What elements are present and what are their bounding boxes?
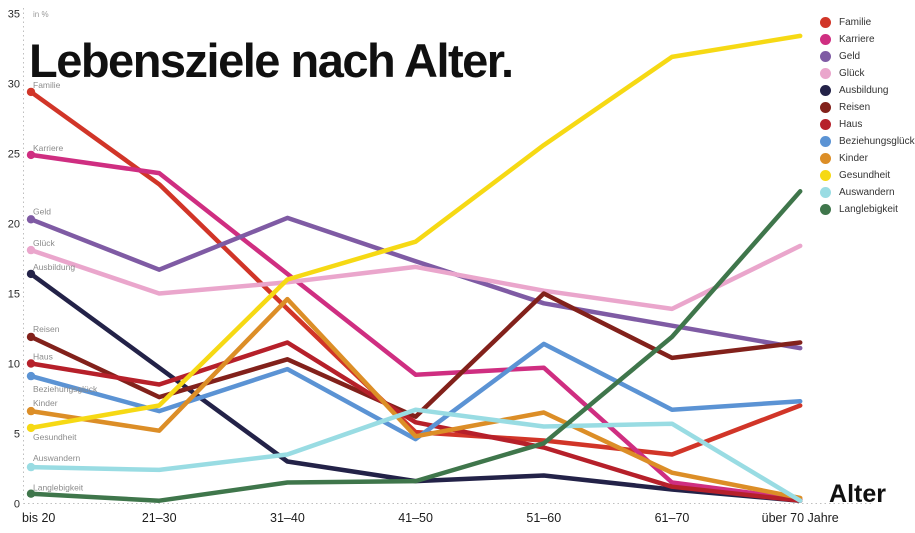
legend-swatch-reisen <box>820 102 831 113</box>
y-tick-label-0: 0 <box>14 499 20 511</box>
legend-swatch-haus <box>820 119 831 130</box>
series-label-haus: Haus <box>33 352 53 362</box>
legend-item-gluck: Glück <box>820 65 915 82</box>
legend-swatch-geld <box>820 51 831 62</box>
series-start-dot-karriere <box>26 150 36 160</box>
series-start-dot-kinder <box>26 406 36 416</box>
x-tick-label-bis-20: bis 20 <box>22 511 55 525</box>
series-label-ausbildung: Ausbildung <box>33 262 75 272</box>
x-tick-label-21-30: 21–30 <box>142 511 177 525</box>
legend-item-auswandern: Auswandern <box>820 184 915 201</box>
series-label-gesundheit: Gesundheit <box>33 432 77 442</box>
series-start-dot-haus <box>26 359 36 368</box>
series-start-dot-familie <box>26 87 36 97</box>
legend-swatch-auswandern <box>820 187 831 198</box>
y-tick-label-10: 10 <box>8 359 20 371</box>
series-label-auswandern: Auswandern <box>33 453 81 463</box>
series-line-karriere <box>28 152 803 502</box>
series-start-dot-geld <box>26 215 36 224</box>
legend-item-familie: Familie <box>820 14 915 31</box>
legend-item-gesundheit: Gesundheit <box>820 167 915 184</box>
legend-swatch-familie <box>820 17 831 28</box>
series-start-dot-reisen <box>26 332 36 342</box>
legend-item-haus: Haus <box>820 116 915 133</box>
y-tick-label-30: 30 <box>8 79 20 91</box>
series-start-dots <box>26 87 36 498</box>
legend-swatch-langlebigkeit <box>820 204 831 215</box>
series-line-langlebigkeit <box>28 189 803 503</box>
series-start-labels: Familie Karriere Geld Glück Ausbildung Reisen… <box>33 80 98 493</box>
series-line-gluck <box>28 243 803 312</box>
series-label-karriere: Karriere <box>33 143 64 153</box>
legend-label-haus: Haus <box>839 119 863 130</box>
series-label-reisen: Reisen <box>33 324 60 334</box>
legend: Familie Karriere Geld Glück Ausbildung Reisen… <box>820 14 915 218</box>
x-tick-label-51-60: 51–60 <box>526 511 561 525</box>
series-line-kinder <box>28 296 803 501</box>
series-label-geld: Geld <box>33 206 51 216</box>
series-label-kinder: Kinder <box>33 398 58 408</box>
legend-swatch-kinder <box>820 153 831 164</box>
legend-label-karriere: Karriere <box>839 34 875 45</box>
series-label-beziehungsgluck: Beziehungsglück <box>33 384 98 394</box>
legend-label-langlebigkeit: Langlebigkeit <box>839 204 898 215</box>
series-label-langlebigkeit: Langlebigkeit <box>33 483 84 493</box>
x-tick-label-41-50: 41–50 <box>398 511 433 525</box>
x-axis-ticks: bis 20 21–30 31–40 41–50 51–60 61–70 über 70 J… <box>22 511 839 525</box>
x-tick-label-uber-70-jahre: über 70 Jahre <box>762 511 839 525</box>
legend-label-auswandern: Auswandern <box>839 187 895 198</box>
y-axis-ticks: 0 5 10 15 20 25 30 35 <box>8 9 20 511</box>
series-line-beziehungsgluck <box>28 341 803 442</box>
series-start-dot-auswandern <box>26 462 36 472</box>
y-tick-label-25: 25 <box>8 149 20 161</box>
x-tick-label-31-40: 31–40 <box>270 511 305 525</box>
series-line-gesundheit <box>28 33 803 431</box>
legend-item-ausbildung: Ausbildung <box>820 82 915 99</box>
legend-swatch-karriere <box>820 34 831 45</box>
legend-swatch-ausbildung <box>820 85 831 96</box>
series-label-familie: Familie <box>33 80 61 90</box>
series-label-gluck: Glück <box>33 238 55 248</box>
x-axis-title: Alter <box>829 480 886 508</box>
series-line-familie <box>28 89 803 457</box>
series-start-dot-gesundheit <box>26 423 36 433</box>
y-tick-label-20: 20 <box>8 219 20 231</box>
series-start-dot-beziehungsgluck <box>26 371 36 381</box>
series-start-dot-gluck <box>26 245 36 255</box>
legend-swatch-beziehungsgluck <box>820 136 831 147</box>
x-tick-label-61-70: 61–70 <box>655 511 690 525</box>
series-start-dot-langlebigkeit <box>26 489 36 498</box>
series-line-geld <box>28 215 803 351</box>
legend-label-reisen: Reisen <box>839 102 871 113</box>
series-start-dot-ausbildung <box>26 269 36 279</box>
series-line-haus <box>28 340 803 503</box>
legend-label-gluck: Glück <box>839 68 865 79</box>
legend-label-gesundheit: Gesundheit <box>839 170 891 181</box>
legend-swatch-gesundheit <box>820 170 831 181</box>
legend-label-familie: Familie <box>839 17 872 28</box>
legend-item-langlebigkeit: Langlebigkeit <box>820 201 915 218</box>
page-title: Lebensziele nach Alter. <box>29 34 513 87</box>
legend-label-ausbildung: Ausbildung <box>839 85 889 96</box>
y-tick-label-5: 5 <box>14 429 20 441</box>
legend-label-geld: Geld <box>839 51 861 62</box>
legend-item-karriere: Karriere <box>820 31 915 48</box>
legend-item-beziehungsgluck: Beziehungsglück <box>820 133 915 150</box>
legend-item-reisen: Reisen <box>820 99 915 116</box>
legend-item-kinder: Kinder <box>820 150 915 167</box>
y-tick-label-15: 15 <box>8 289 20 301</box>
unit-label: in % <box>33 10 49 19</box>
legend-label-beziehungsgluck: Beziehungsglück <box>839 136 915 147</box>
series-line-reisen <box>28 291 803 419</box>
legend-swatch-gluck <box>820 68 831 79</box>
legend-item-geld: Geld <box>820 48 915 65</box>
series-line-ausbildung <box>28 271 803 503</box>
series-line-auswandern <box>28 407 803 503</box>
legend-label-kinder: Kinder <box>839 153 868 164</box>
series-lines <box>28 33 803 503</box>
y-tick-label-35: 35 <box>8 9 20 21</box>
